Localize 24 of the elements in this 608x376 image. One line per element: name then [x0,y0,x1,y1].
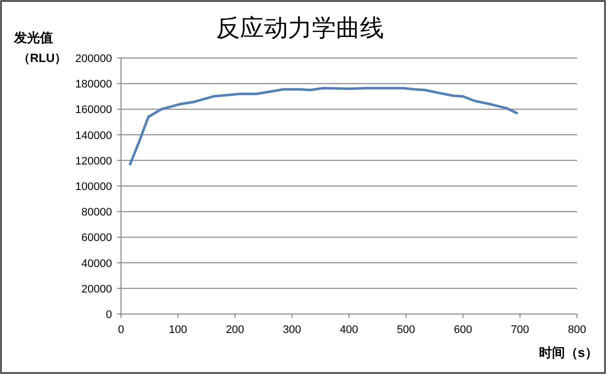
ylabel: 发光值（RLU） [14,30,67,65]
x-tick-label: 400 [340,324,358,336]
y-tick-label: 40000 [81,258,112,270]
x-tick-label: 100 [168,324,188,336]
x-tick-label: 700 [510,324,530,336]
x-axis-title: 时间（s） [538,345,598,360]
x-tick-label: 600 [454,324,472,336]
x-tick-label: 300 [282,324,302,336]
y-tick-label: 80000 [81,206,112,219]
x-tick-label: 800 [568,324,586,336]
x-tick-label: 0 [118,324,124,336]
y-tick-label: 200000 [75,53,112,65]
x-tick-label: 500 [396,324,416,336]
y-tick-label: 100000 [75,181,112,193]
y-tick-label: 160000 [75,104,112,116]
y-tick-label: 60000 [81,232,112,244]
y-tick-label: 20000 [81,283,112,296]
chart-title: 反应动力学曲线 [216,14,384,42]
y-tick-label: 0 [106,309,112,321]
y-tick-label: 120000 [75,155,112,168]
y-tick-label: 180000 [75,78,112,91]
y-tick-label: 140000 [75,130,112,142]
x-tick-label: 200 [226,324,244,336]
line-series [128,86,518,166]
